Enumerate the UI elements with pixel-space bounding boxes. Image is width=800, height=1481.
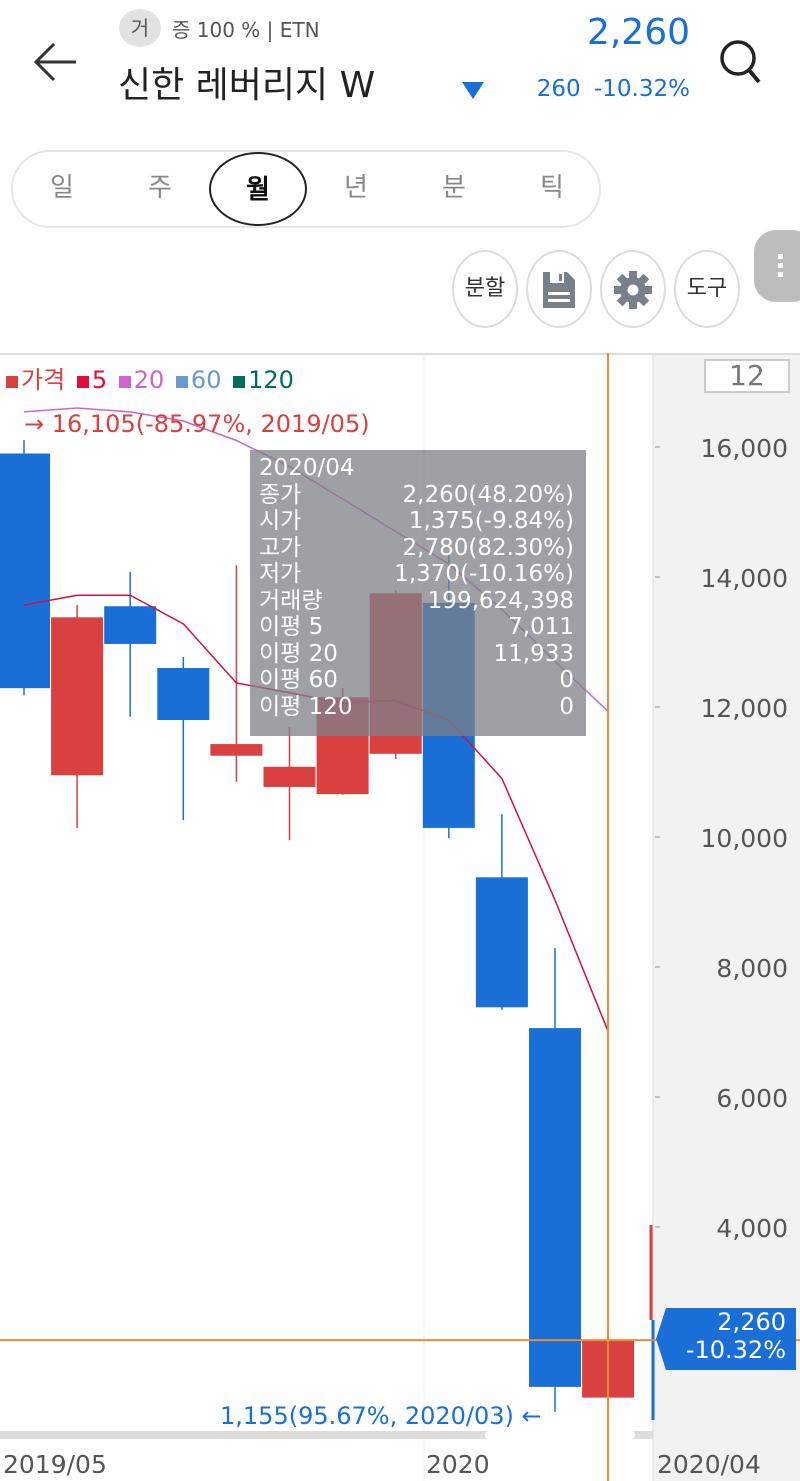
search-icon[interactable] (716, 36, 764, 88)
price-change: 260 -10.32% (536, 76, 690, 102)
tooltip-row: 이평 60 0 (259, 667, 574, 694)
settings-button[interactable] (600, 250, 666, 328)
more-vertical-icon (778, 254, 783, 278)
y-tick-label: 16,000 (701, 434, 788, 463)
tooltip-value: 7,011 (508, 614, 574, 640)
tooltip-row: 종가 2,260(48.20%) (259, 482, 574, 509)
y-tick-label: 6,000 (716, 1084, 788, 1113)
tooltip-value: 11,933 (493, 640, 574, 667)
y-axis-panel (653, 353, 800, 1481)
x-tick-label: 2020 (426, 1450, 490, 1479)
tooltip-value: 1,375(-9.84%) (408, 508, 574, 534)
tooltip-row: 시가 1,375(-9.84%) (259, 508, 574, 535)
tooltip-key: 이평 5 (259, 614, 324, 640)
price-label-value: 2,260 (717, 1308, 786, 1336)
split-button[interactable]: 분할 (452, 250, 518, 328)
tooltip-key: 시가 (259, 508, 302, 534)
period-minute[interactable]: 분 (442, 173, 466, 203)
candle-body (104, 606, 157, 644)
period-month[interactable]: 월 (209, 152, 307, 226)
period-week[interactable]: 주 (148, 173, 172, 203)
tooltip-value: 2,780(82.30%) (402, 534, 575, 561)
y-tick-label: 10,000 (701, 824, 788, 853)
tooltip-row: 거래량 199,624,398 (259, 588, 574, 615)
tooltip-value: 2,260(48.20%) (402, 481, 575, 508)
current-price-label: 2,260 -10.32% (656, 1308, 796, 1370)
stock-subinfo: 증 100 % | ETN (172, 18, 320, 42)
high-annotation: → 16,105(-85.97%, 2019/05) (24, 410, 370, 438)
tooltip-value: 199,624,398 (427, 587, 574, 614)
candle-body (263, 766, 316, 787)
y-tick-label: 8,000 (716, 954, 788, 983)
more-menu-button[interactable] (754, 230, 800, 302)
candle-body (0, 453, 50, 689)
legend-ma20[interactable]: 20 (118, 366, 164, 394)
y-tick-label: 4,000 (716, 1214, 788, 1243)
period-tick[interactable]: 틱 (540, 173, 564, 203)
tooltip-key: 이평 60 (259, 667, 338, 693)
visible-count-box[interactable]: 12 (704, 359, 790, 393)
legend-ma5[interactable]: 5 (76, 366, 107, 394)
period-year[interactable]: 년 (344, 173, 368, 203)
period-day[interactable]: 일 (50, 173, 74, 203)
tooltip-value: 0 (559, 693, 574, 720)
candle-body (51, 617, 104, 776)
tooltip-key: 저가 (259, 561, 302, 587)
down-triangle-icon (462, 82, 484, 99)
floppy-disk-icon (543, 272, 575, 308)
tooltip-key: 거래량 (259, 587, 323, 614)
gear-icon (614, 271, 652, 309)
x-tick-label: 2020/04 (657, 1450, 761, 1479)
stock-name[interactable]: 신한 레버리지 W (118, 65, 376, 106)
chart-legend: 가격 5 20 60 120 (6, 360, 298, 395)
tooltip-key: 고가 (259, 534, 302, 561)
candle-body (475, 877, 528, 1008)
candlestick-chart[interactable]: 16,000 14,000 12,000 10,000 8,000 6,000 4,000 (0, 353, 800, 1481)
tools-button[interactable]: 도구 (674, 250, 740, 328)
tooltip-key: 이평 20 (259, 640, 338, 667)
scrollbar-thumb[interactable] (485, 1431, 635, 1439)
tooltip-key: 이평 120 (259, 693, 353, 720)
tooltip-row: 이평 20 11,933 (259, 641, 574, 668)
legend-ma60[interactable]: 60 (175, 366, 221, 394)
low-annotation: 1,155(95.67%, 2020/03) ← (220, 1402, 542, 1430)
tooltip-row: 이평 120 0 (259, 694, 574, 721)
candle-body (210, 744, 263, 756)
legend-ma120[interactable]: 120 (233, 366, 294, 394)
tooltip-row: 고가 2,780(82.30%) (259, 535, 574, 562)
tooltip-key: 종가 (259, 481, 302, 508)
tooltip-row: 저가 1,370(-10.16%) (259, 561, 574, 588)
period-selector: 일 주 월 년 분 틱 (11, 150, 601, 228)
tooltip-row: 이평 5 7,011 (259, 614, 574, 641)
market-badge: 거 (119, 9, 161, 47)
legend-price[interactable]: 가격 (6, 366, 65, 394)
tooltip-date: 2020/04 (259, 455, 355, 481)
y-tick-label: 12,000 (701, 694, 788, 723)
candle-body (529, 1028, 581, 1387)
save-button[interactable] (526, 250, 592, 328)
current-price: 2,260 (586, 12, 690, 53)
price-label-change: -10.32% (685, 1336, 786, 1364)
candle-body (157, 668, 210, 720)
tooltip-value: 1,370(-10.16%) (394, 561, 574, 587)
x-tick-label: 2019/05 (3, 1450, 107, 1479)
back-arrow-icon[interactable] (32, 38, 80, 86)
tooltip-value: 0 (559, 667, 574, 693)
y-tick-label: 14,000 (701, 564, 788, 593)
crosshair-tooltip: 2020/04 종가 2,260(48.20%) 시가 1,375(-9.84%) 고가… (250, 450, 586, 736)
